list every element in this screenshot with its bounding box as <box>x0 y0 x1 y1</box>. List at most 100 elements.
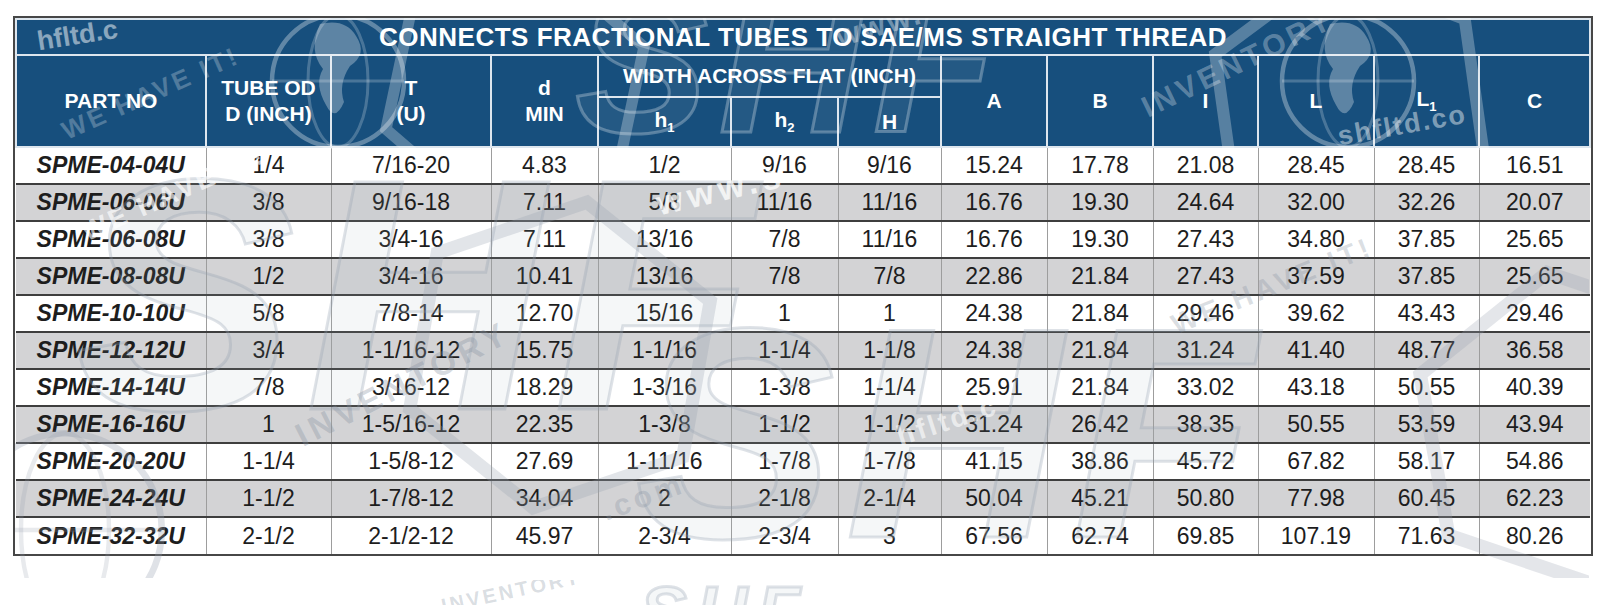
catalog-spec-page: CONNECTS FRACTIONAL TUBES TO SAE/MS STRA… <box>0 0 1600 605</box>
value-cell: 3/8 <box>206 221 331 258</box>
value-cell: 1-3/16 <box>598 369 731 406</box>
col-header-h1-subscript: 1 <box>667 121 674 136</box>
col-header-d-line2: MIN <box>492 101 597 127</box>
value-cell: 27.43 <box>1153 258 1258 295</box>
value-cell: 3/4 <box>206 332 331 369</box>
col-header-tube-od-line1: TUBE OD <box>207 75 330 101</box>
value-cell: 1 <box>206 406 331 443</box>
value-cell: 19.30 <box>1047 184 1153 221</box>
col-header-part-no: PART NO <box>16 55 206 147</box>
col-header-l: L <box>1258 55 1374 147</box>
spec-table-frame: CONNECTS FRACTIONAL TUBES TO SAE/MS STRA… <box>13 16 1593 556</box>
value-cell: 40.39 <box>1479 369 1590 406</box>
value-cell: 107.19 <box>1258 517 1374 554</box>
value-cell: 21.84 <box>1047 369 1153 406</box>
value-cell: 60.45 <box>1374 480 1479 517</box>
table-row: SPME-24-24U1-1/21-7/8-1234.0422-1/82-1/4… <box>16 480 1590 517</box>
value-cell: 2-1/2 <box>206 517 331 554</box>
value-cell: 7/8 <box>731 221 838 258</box>
value-cell: 1-1/2 <box>731 406 838 443</box>
table-row: SPME-04-04U1/47/16-204.831/29/169/1615.2… <box>16 147 1590 184</box>
col-header-h2-subscript: 2 <box>787 121 794 136</box>
col-header-t-line1: T <box>332 75 490 101</box>
value-cell: 2-3/4 <box>598 517 731 554</box>
value-cell: 3/8 <box>206 184 331 221</box>
value-cell: 9/16-18 <box>331 184 491 221</box>
value-cell: 15/16 <box>598 295 731 332</box>
value-cell: 28.45 <box>1258 147 1374 184</box>
table-body: SPME-04-04U1/47/16-204.831/29/169/1615.2… <box>16 147 1590 554</box>
part-no-cell: SPME-06-06U <box>16 184 206 221</box>
value-cell: 19.30 <box>1047 221 1153 258</box>
col-header-b: B <box>1047 55 1153 147</box>
value-cell: 34.80 <box>1258 221 1374 258</box>
value-cell: 45.21 <box>1047 480 1153 517</box>
value-cell: 50.80 <box>1153 480 1258 517</box>
value-cell: 15.75 <box>491 332 598 369</box>
value-cell: 1-11/16 <box>598 443 731 480</box>
value-cell: 24.64 <box>1153 184 1258 221</box>
table-row: SPME-20-20U1-1/41-5/8-1227.691-11/161-7/… <box>16 443 1590 480</box>
value-cell: 38.35 <box>1153 406 1258 443</box>
value-cell: 32.00 <box>1258 184 1374 221</box>
value-cell: 15.24 <box>941 147 1047 184</box>
value-cell: 2-1/8 <box>731 480 838 517</box>
table-row: SPME-12-12U3/41-1/16-1215.751-1/161-1/41… <box>16 332 1590 369</box>
value-cell: 17.78 <box>1047 147 1153 184</box>
value-cell: 43.18 <box>1258 369 1374 406</box>
value-cell: 41.40 <box>1258 332 1374 369</box>
col-header-h2: h2 <box>731 97 838 147</box>
table-row: SPME-06-06U3/89/16-187.115/811/1611/1616… <box>16 184 1590 221</box>
col-header-h-cap: H <box>838 97 941 147</box>
col-header-part-no-label: PART NO <box>65 89 158 112</box>
value-cell: 1-1/16 <box>598 332 731 369</box>
value-cell: 58.17 <box>1374 443 1479 480</box>
value-cell: 7.11 <box>491 221 598 258</box>
value-cell: 3/4-16 <box>331 258 491 295</box>
value-cell: 77.98 <box>1258 480 1374 517</box>
value-cell: 48.77 <box>1374 332 1479 369</box>
value-cell: 18.29 <box>491 369 598 406</box>
value-cell: 29.46 <box>1479 295 1590 332</box>
value-cell: 3/4-16 <box>331 221 491 258</box>
col-header-tube-od-line2: D (INCH) <box>207 101 330 127</box>
value-cell: 22.86 <box>941 258 1047 295</box>
value-cell: 1 <box>731 295 838 332</box>
part-no-cell: SPME-04-04U <box>16 147 206 184</box>
value-cell: 1/2 <box>206 258 331 295</box>
col-header-l1-base: L <box>1416 87 1429 110</box>
value-cell: 38.86 <box>1047 443 1153 480</box>
part-no-cell: SPME-10-10U <box>16 295 206 332</box>
value-cell: 1-1/4 <box>206 443 331 480</box>
value-cell: 1/2 <box>598 147 731 184</box>
value-cell: 32.26 <box>1374 184 1479 221</box>
part-no-cell: SPME-08-08U <box>16 258 206 295</box>
value-cell: 34.04 <box>491 480 598 517</box>
value-cell: 16.76 <box>941 184 1047 221</box>
value-cell: 9/16 <box>731 147 838 184</box>
value-cell: 25.91 <box>941 369 1047 406</box>
value-cell: 4.83 <box>491 147 598 184</box>
value-cell: 1-1/4 <box>731 332 838 369</box>
col-header-c: C <box>1479 55 1590 147</box>
part-no-cell: SPME-24-24U <box>16 480 206 517</box>
value-cell: 45.72 <box>1153 443 1258 480</box>
table-row: SPME-16-16U11-5/16-1222.351-3/81-1/21-1/… <box>16 406 1590 443</box>
col-header-h2-base: h <box>774 108 787 131</box>
value-cell: 50.55 <box>1374 369 1479 406</box>
value-cell: 20.07 <box>1479 184 1590 221</box>
value-cell: 28.45 <box>1374 147 1479 184</box>
table-row: SPME-08-08U1/23/4-1610.4113/167/87/822.8… <box>16 258 1590 295</box>
header-row-1: PART NO TUBE OD D (INCH) T (U) d MIN WID… <box>16 55 1590 97</box>
value-cell: 21.84 <box>1047 258 1153 295</box>
value-cell: 3/16-12 <box>331 369 491 406</box>
value-cell: 41.15 <box>941 443 1047 480</box>
col-header-a: A <box>941 55 1047 147</box>
value-cell: 37.59 <box>1258 258 1374 295</box>
value-cell: 50.55 <box>1258 406 1374 443</box>
value-cell: 16.76 <box>941 221 1047 258</box>
value-cell: 1-7/8-12 <box>331 480 491 517</box>
value-cell: 45.97 <box>491 517 598 554</box>
value-cell: 29.46 <box>1153 295 1258 332</box>
value-cell: 1-7/8 <box>838 443 941 480</box>
